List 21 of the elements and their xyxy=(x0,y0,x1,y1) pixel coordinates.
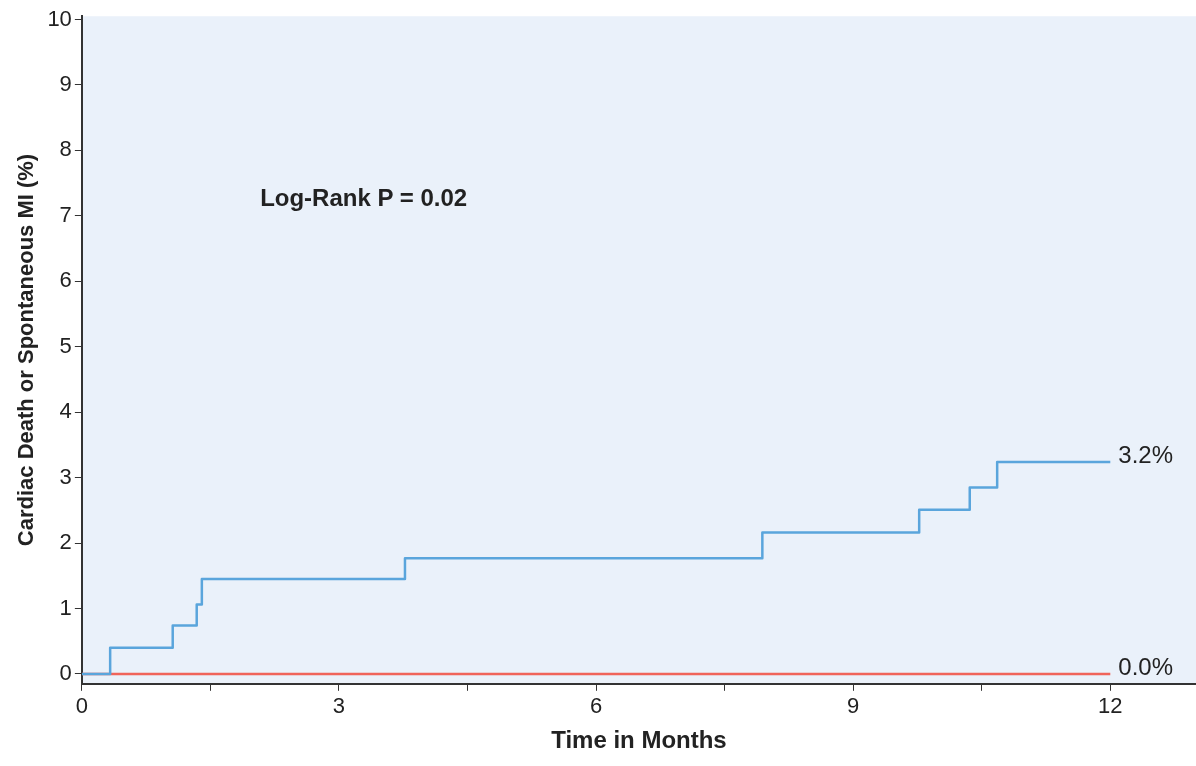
y-tick-label: 6 xyxy=(59,267,72,293)
y-tick-label: 9 xyxy=(59,70,72,96)
x-tick-label: 9 xyxy=(847,693,860,719)
annotation: 0.0% xyxy=(1118,652,1173,680)
y-tick-label: 5 xyxy=(59,332,72,358)
x-tick-label: 0 xyxy=(75,693,88,719)
y-tick-label: 7 xyxy=(59,201,72,227)
y-tick-label: 2 xyxy=(59,529,72,555)
x-axis-title: Time in Months xyxy=(551,726,727,754)
y-tick-label: 4 xyxy=(59,398,72,424)
annotation: 3.2% xyxy=(1118,440,1173,468)
x-tick-label: 6 xyxy=(589,693,603,719)
y-tick-label: 1 xyxy=(59,594,72,620)
y-tick-label: 3 xyxy=(59,463,72,489)
annotation: Log-Rank P = 0.02 xyxy=(260,184,468,212)
x-tick-label: 3 xyxy=(332,693,346,719)
x-tick-label: 12 xyxy=(1098,693,1123,719)
y-axis-title: Cardiac Death or Spontaneous MI (%) xyxy=(13,153,39,547)
y-tick-label: 0 xyxy=(59,660,72,686)
y-tick-label: 10 xyxy=(47,5,72,31)
y-tick-label: 8 xyxy=(59,136,72,162)
